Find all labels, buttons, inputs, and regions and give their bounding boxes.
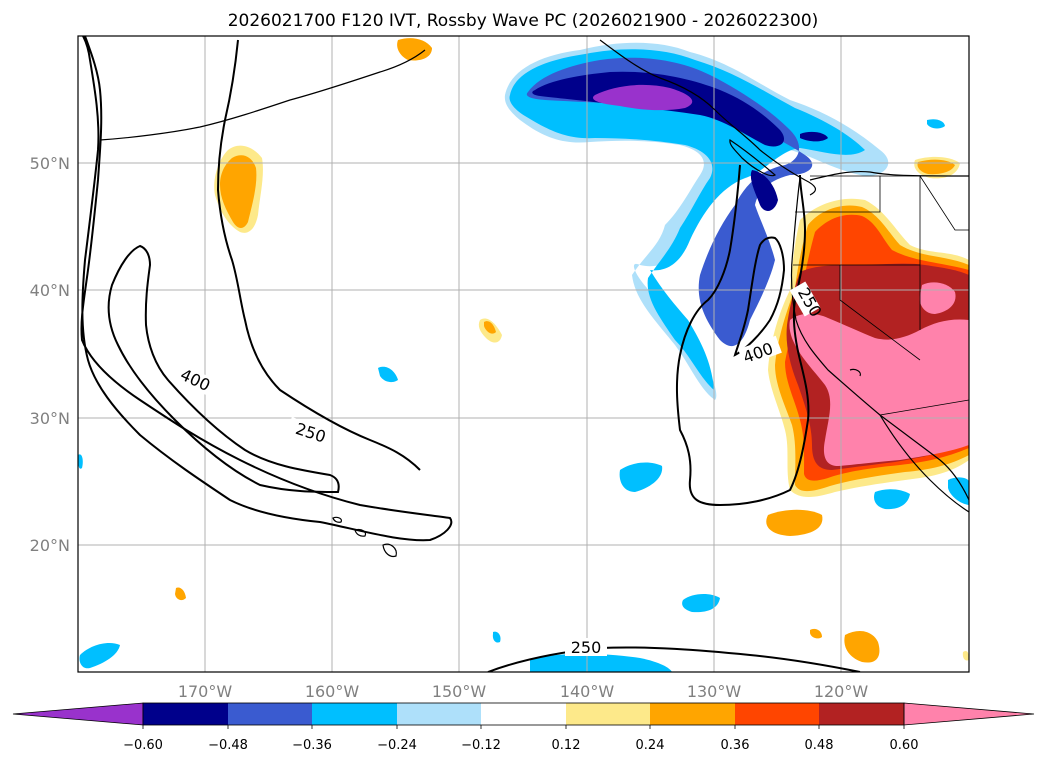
washington-oregon-border — [795, 176, 881, 213]
negative-anomaly-blob-4 — [874, 489, 910, 510]
colorbar-tick-label: 0.24 — [636, 738, 665, 753]
colorbar-tick-label: −0.12 — [461, 738, 501, 753]
positive-anomaly-west-inner — [220, 155, 257, 228]
positive-anomaly-south-blob-1 — [766, 509, 823, 536]
lon-label-130w: 130°W — [687, 682, 742, 701]
hawaii-big-island — [382, 543, 397, 558]
negative-anomaly-blob-3 — [682, 594, 720, 613]
vancouver-island — [729, 139, 777, 177]
longitude-labels: 170°W 160°W 150°W 140°W 130°W 120°W — [178, 682, 869, 701]
hawaii-oahu — [332, 516, 343, 523]
negative-anomaly-blob-7 — [948, 477, 969, 505]
colorbar-tick-label: 0.12 — [552, 738, 581, 753]
negative-anomaly-tail — [750, 170, 778, 212]
us-west-coast — [790, 177, 969, 501]
colorbar-segment-p048 — [819, 703, 904, 725]
negative-anomaly-max — [592, 84, 693, 111]
negative-anomaly-east-blob — [800, 131, 828, 142]
colorbar-segment-zero — [481, 703, 566, 725]
colorbar-segment-p024 — [650, 703, 735, 725]
contour-south-250 — [487, 646, 861, 672]
coastlines — [99, 39, 969, 558]
california-nevada-border — [839, 265, 921, 361]
positive-anomaly-north-blob — [397, 38, 432, 61]
aleutian-chain — [99, 49, 426, 141]
colorbar-under-triangle — [12, 702, 144, 726]
negative-anomaly-blob-10 — [927, 119, 945, 129]
colorbar-segment-p036 — [735, 703, 819, 725]
positive-anomaly-small-5 — [962, 650, 969, 661]
map-title: 2026021700 F120 IVT, Rossby Wave PC (202… — [228, 11, 819, 31]
negative-anomaly-blob-9 — [492, 631, 501, 643]
colorbar-segment-n048 — [228, 703, 312, 725]
channel-islands — [849, 368, 861, 377]
political-borders — [793, 175, 969, 416]
lon-label-140w: 140°W — [560, 682, 615, 701]
map-panel: 400 250 250 400 250 — [78, 36, 969, 672]
colorbar: −0.60 −0.48 −0.36 −0.24 −0.12 0.12 0.24 … — [12, 702, 1035, 753]
colorbar-tick-label: −0.24 — [377, 738, 417, 753]
positive-anomaly-small-3 — [175, 587, 186, 601]
lat-label-40n: 40°N — [30, 281, 70, 300]
lon-label-120w: 120°W — [814, 682, 869, 701]
colorbar-tick-label: −0.36 — [292, 738, 332, 753]
negative-anomaly-north-inner — [526, 57, 813, 347]
contour-label-south-250: 250 — [571, 638, 602, 657]
contour-west-400 — [107, 244, 340, 494]
positive-anomaly-east-pink — [789, 313, 969, 466]
ivt-contours — [80, 36, 861, 672]
positive-anomaly-small-2 — [484, 321, 496, 334]
contour-east-250 — [675, 164, 810, 507]
map-border — [77, 35, 970, 673]
lat-label-50n: 50°N — [30, 154, 70, 173]
negative-anomaly-blob-5 — [79, 643, 120, 669]
positive-anomaly-south-blob-2 — [844, 630, 880, 663]
lat-label-20n: 20°N — [30, 536, 70, 555]
colorbar-segment-n060 — [143, 703, 228, 725]
alaska-coast — [599, 39, 817, 196]
colorbar-tick-label: 0.36 — [721, 738, 750, 753]
contour-labels: 400 250 250 400 250 — [170, 281, 826, 657]
idaho-montana-border — [919, 175, 969, 231]
colorbar-segment-p012 — [566, 703, 650, 725]
colorbar-tick-label: 0.60 — [890, 738, 919, 753]
colorbar-segment-n036 — [312, 703, 397, 725]
lon-label-150w: 150°W — [432, 682, 487, 701]
lon-label-170w: 170°W — [178, 682, 233, 701]
latitude-labels: 50°N 40°N 30°N 20°N — [30, 154, 70, 555]
negative-anomaly-blob-8 — [78, 454, 83, 469]
colorbar-tick-label: −0.48 — [208, 738, 248, 753]
negative-anomaly-blob-1 — [378, 366, 398, 383]
contour-east-400 — [733, 236, 786, 357]
colorbar-outline — [142, 702, 905, 726]
graticule — [78, 36, 969, 672]
colorbar-tick-label: 0.48 — [805, 738, 834, 753]
colorbar-tick-label: −0.60 — [123, 738, 163, 753]
negative-anomaly-blob-6 — [530, 653, 672, 672]
lon-label-160w: 160°W — [305, 682, 360, 701]
negative-anomaly-blob-2 — [619, 462, 663, 492]
hawaii-maui — [354, 528, 367, 537]
baja-coast — [879, 414, 969, 513]
ivt-anomaly-fills — [78, 38, 969, 672]
colorbar-tick-marks — [142, 725, 905, 729]
positive-anomaly-small-4 — [810, 628, 822, 639]
contour-west-250 — [80, 36, 453, 542]
contour-west-400-upper — [216, 39, 421, 471]
mexico-border — [879, 399, 969, 416]
colorbar-over-triangle — [903, 702, 1035, 726]
colorbar-segment-n024 — [397, 703, 481, 725]
lat-label-30n: 30°N — [30, 409, 70, 428]
